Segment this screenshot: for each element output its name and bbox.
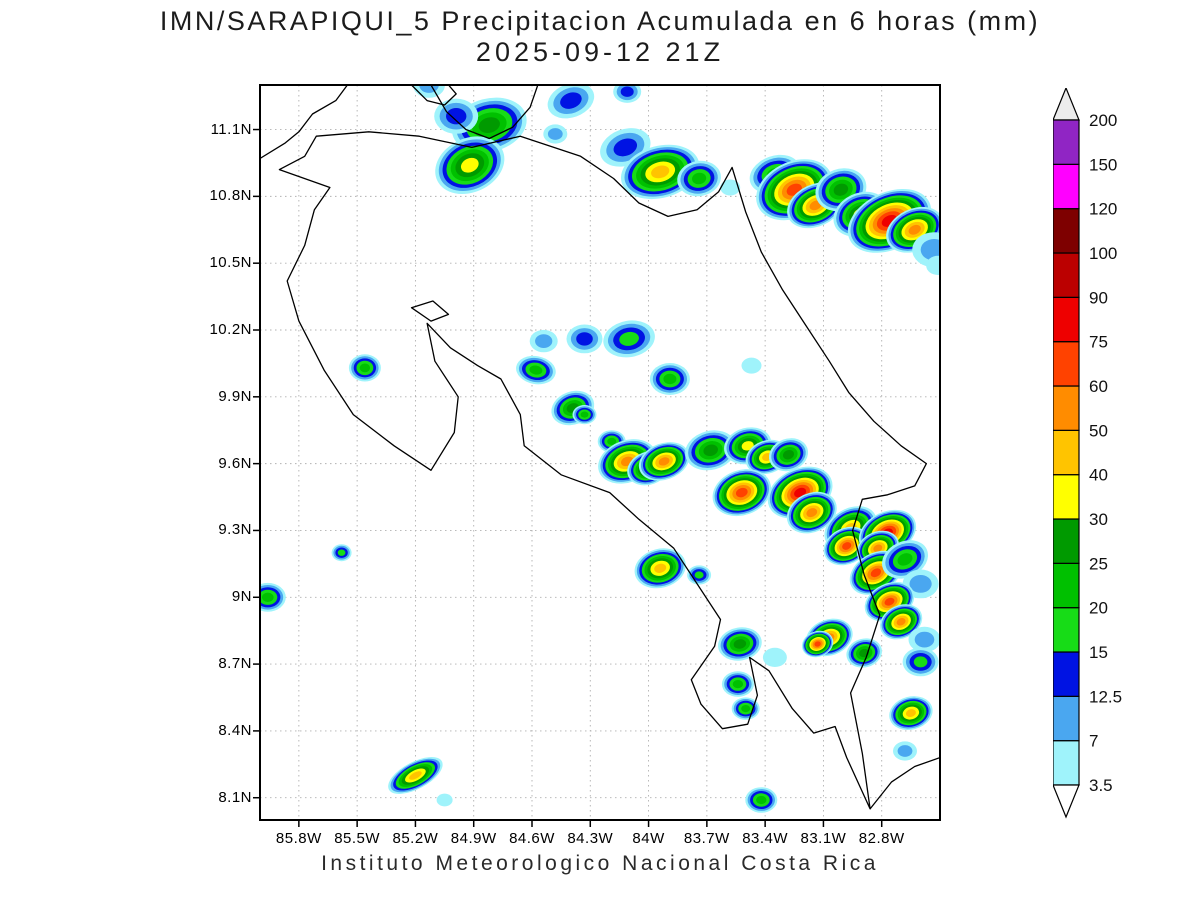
- lat-tick-label: 11.1N: [210, 120, 252, 138]
- colorbar-segment: [1052, 562, 1080, 609]
- precip-map: [253, 84, 941, 827]
- lon-tick-label: 82.8W: [858, 830, 905, 847]
- colorbar-segment: [1052, 474, 1080, 520]
- colorbar-segment: [1052, 341, 1080, 387]
- panama-coast: [869, 756, 940, 810]
- lon-tick-label: 83.1W: [800, 830, 847, 847]
- lon-tick-label: 84.3W: [567, 830, 614, 847]
- colorbar-segment: [1052, 651, 1080, 697]
- lat-tick-label: 10.5N: [209, 254, 252, 272]
- island-outline: [410, 300, 450, 322]
- costa-rica-outline: [278, 131, 928, 810]
- colorbar-tick-label: 7: [1089, 732, 1098, 751]
- colorbar-tick-label: 90: [1089, 288, 1108, 307]
- colorbar-segment: [1052, 296, 1080, 343]
- lat-tick-label: 9N: [231, 588, 252, 606]
- lat-tick-label: 9.6N: [218, 454, 252, 472]
- lon-tick-label: 85.2W: [392, 830, 439, 847]
- lat-tick-label: 9.9N: [218, 387, 252, 405]
- lat-tick-label: 10.2N: [209, 321, 252, 338]
- colorbar-segment: [1052, 518, 1080, 564]
- colorbar-tick-label: 30: [1089, 510, 1108, 529]
- lon-tick-label: 84W: [632, 830, 665, 847]
- nicaragua-coast: [260, 85, 348, 160]
- lat-tick-label: 8.4N: [218, 721, 252, 739]
- lake-nicaragua-shore: [430, 85, 539, 140]
- colorbar-tick-label: 100: [1089, 244, 1117, 263]
- lon-tick-label: 84.9W: [450, 830, 497, 847]
- attribution-text: Instituto Meteorologico Nacional Costa R…: [321, 852, 879, 875]
- colorbar-canvas: 3.5 7 12.5 15 20 25 30 40 50 60 75 90 100 120 150 200: [1052, 86, 1122, 819]
- colorbar-legend: 3.5 7 12.5 15 20 25 30 40 50 60 75 90 100 120 150 200: [1052, 86, 1200, 833]
- lat-tick-label: 10.8N: [209, 187, 252, 205]
- colorbar-segment: [1052, 607, 1080, 653]
- colorbar-tick-label: 150: [1089, 155, 1117, 174]
- colorbar-tick-label: 200: [1089, 111, 1117, 130]
- colorbar-under-arrow: [1052, 784, 1080, 819]
- coastline-layer: [260, 85, 940, 810]
- lon-tick-label: 84.6W: [509, 830, 555, 847]
- colorbar-tick-label: 120: [1089, 200, 1117, 219]
- colorbar-tick-label: 50: [1089, 421, 1108, 440]
- lon-tick-label: 85.5W: [334, 830, 381, 847]
- colorbar-tick-label: 60: [1089, 377, 1108, 396]
- colorbar-segment: [1052, 252, 1080, 298]
- colorbar-segment: [1052, 429, 1080, 476]
- map-frame-border: [259, 84, 941, 821]
- lon-tick-label: 85.8W: [275, 830, 322, 847]
- colorbar-segment: [1052, 119, 1080, 165]
- precip-cells-layer: [260, 85, 940, 813]
- colorbar-segment: [1052, 385, 1080, 431]
- colorbar-segment: [1052, 695, 1080, 742]
- colorbar-tick-label: 25: [1089, 554, 1108, 573]
- lat-tick-label: 8.7N: [218, 655, 252, 673]
- colorbar-tick-label: 75: [1089, 333, 1108, 352]
- lon-tick-label: 83.7W: [683, 830, 730, 847]
- colorbar-tick-label: 15: [1089, 643, 1108, 662]
- lat-tick-label: 9.3N: [218, 521, 252, 539]
- lon-tick-label: 83.4W: [742, 830, 789, 847]
- page-subtitle-datetime: 2025-09-12 21Z: [475, 37, 725, 67]
- colorbar-tick-label: 40: [1089, 466, 1108, 485]
- colorbar-segment: [1052, 740, 1080, 786]
- axis-ticks: [253, 128, 883, 827]
- colorbar-segment: [1052, 208, 1080, 254]
- colorbar-tick-label: 3.5: [1089, 776, 1113, 795]
- colorbar-segment: [1052, 163, 1080, 210]
- lat-tick-label: 8.1N: [218, 788, 252, 806]
- colorbar-over-arrow: [1052, 86, 1080, 121]
- island-outline: [410, 85, 457, 106]
- grid-lines: [260, 85, 940, 820]
- colorbar-tick-label: 20: [1089, 599, 1108, 618]
- colorbar-tick-label: 12.5: [1089, 687, 1122, 706]
- page-title: IMN/SARAPIQUI_5 Precipitacion Acumulada …: [159, 6, 1041, 36]
- map-canvas: [253, 84, 941, 827]
